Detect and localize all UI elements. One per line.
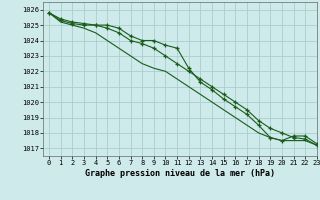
X-axis label: Graphe pression niveau de la mer (hPa): Graphe pression niveau de la mer (hPa): [85, 169, 275, 178]
